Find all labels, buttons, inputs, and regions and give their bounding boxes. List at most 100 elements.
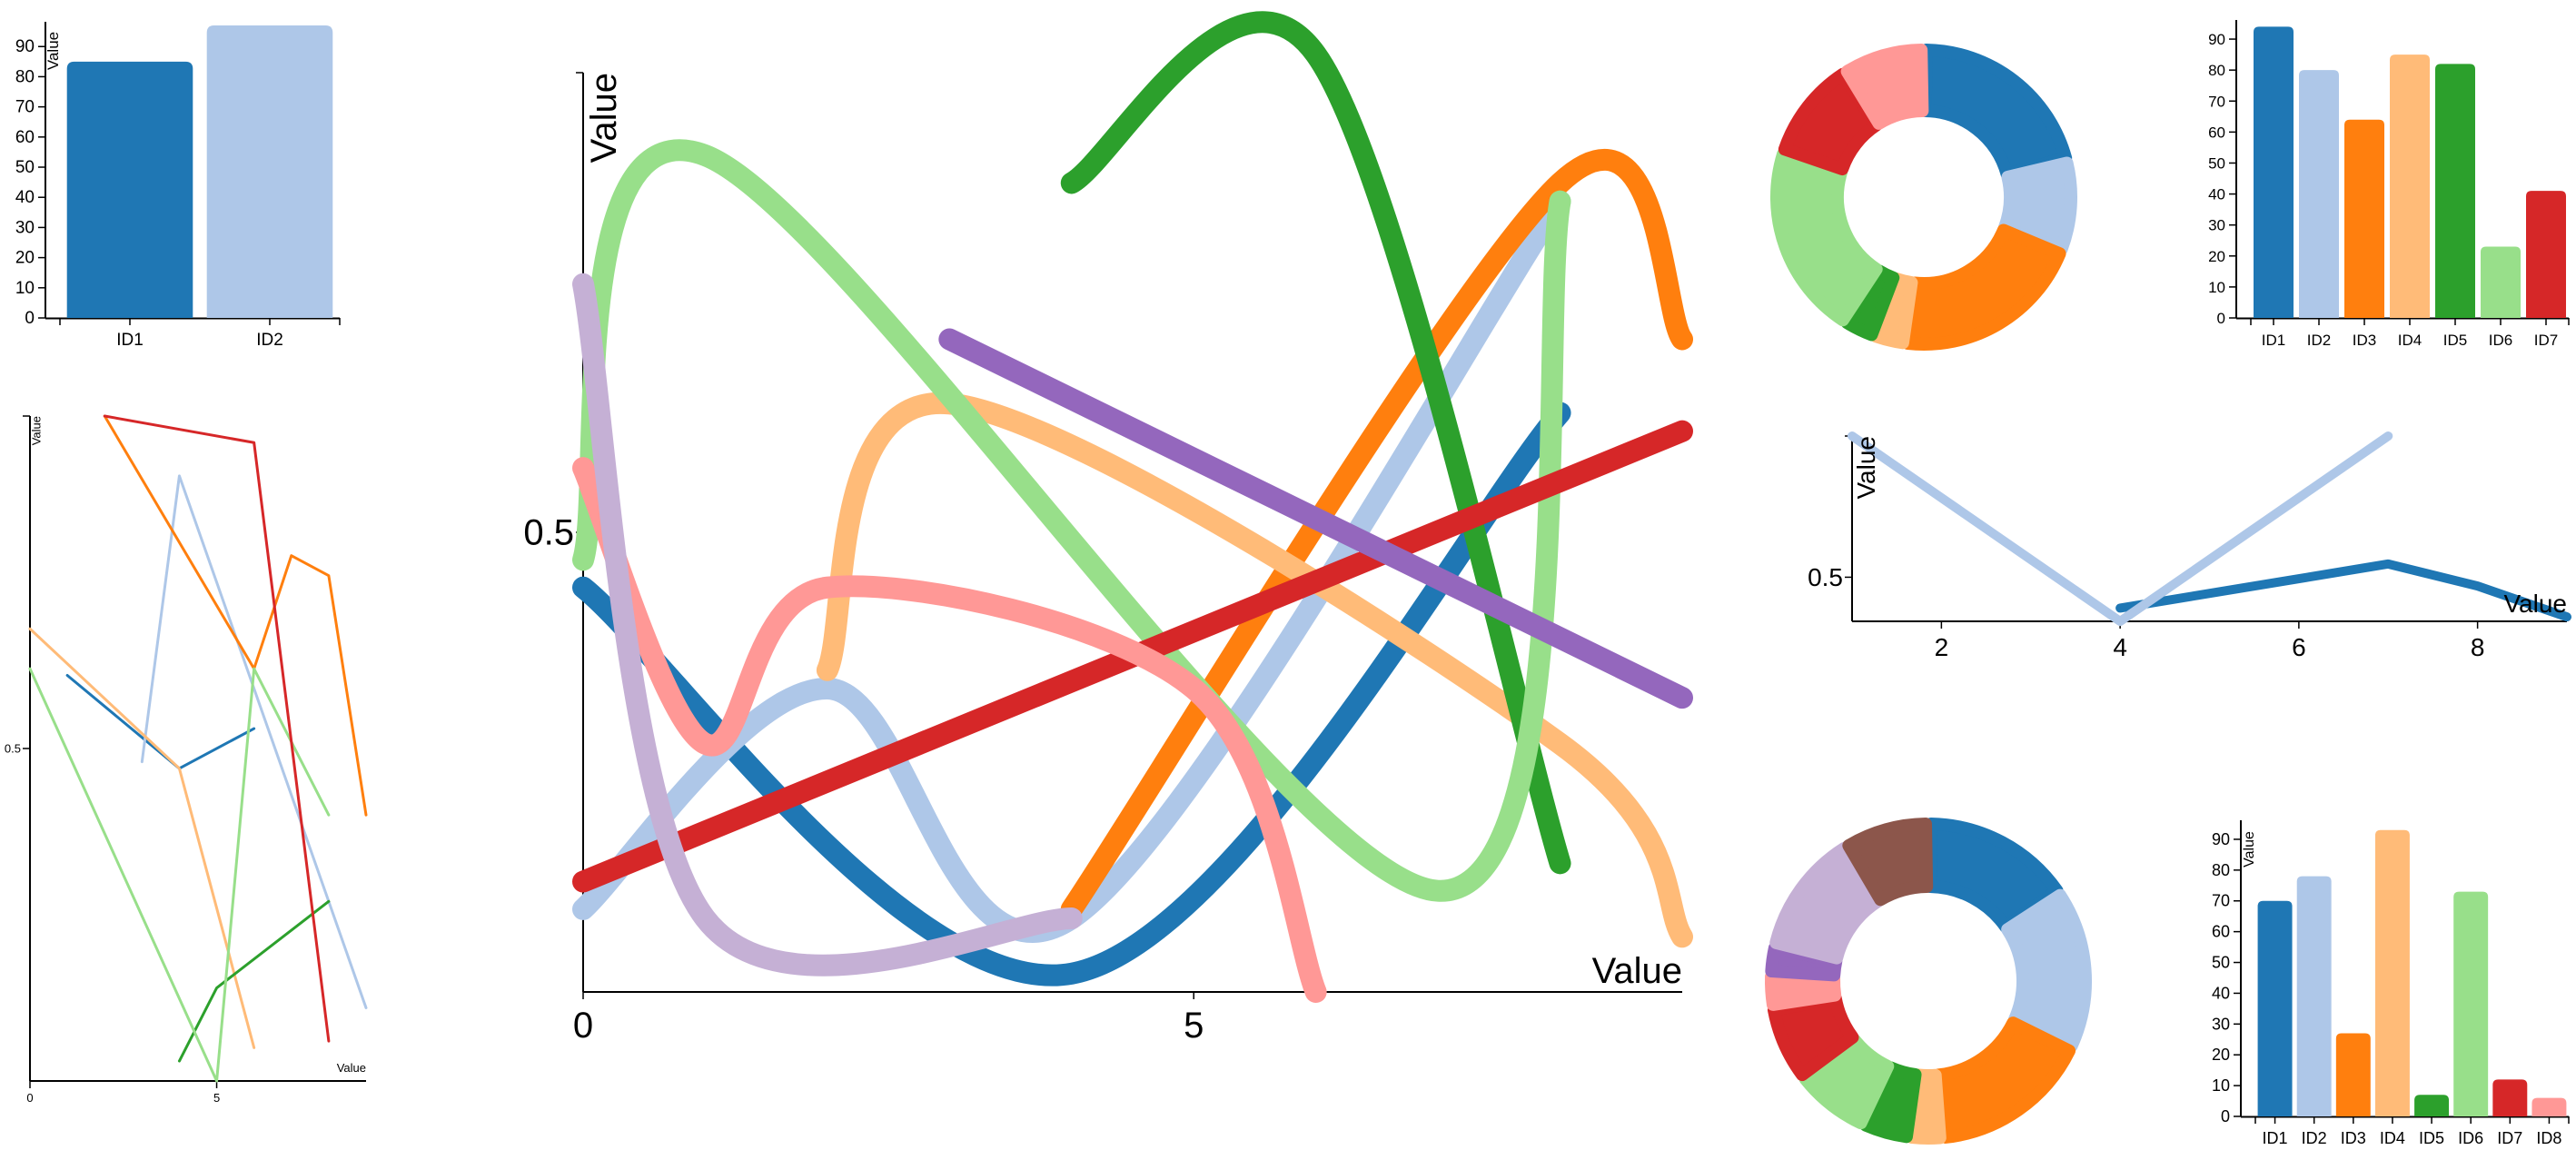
bar-chart-5: 0 10 20 30 40 50 60 70 80 90 ID1 ID2 ID3 ID4 ID5 ID6 ID7 (2208, 20, 2570, 349)
x-tick-label: 4 (2113, 633, 2127, 661)
x-tick-label: 0 (573, 1006, 593, 1046)
bar-ID6 (2453, 891, 2489, 1116)
bar-ID6 (2481, 246, 2521, 318)
y-tick-label: 20 (2208, 248, 2225, 265)
y-tick-label: 10 (2212, 1076, 2230, 1095)
bar-ID3 (2344, 119, 2384, 318)
bar-ID4 (2390, 55, 2430, 319)
y-tick-label: 70 (2212, 892, 2230, 910)
y-tick-label: 40 (2212, 984, 2230, 1002)
x-tick-label-ID5: ID5 (2419, 1129, 2444, 1147)
bar-ID4 (2374, 829, 2410, 1116)
y-tick-label: 10 (2208, 279, 2225, 296)
y-axis-label: Value (45, 32, 62, 70)
y-tick-label: 90 (15, 37, 35, 56)
series-line-8 (572, 457, 1327, 1003)
y-tick-label: 30 (2208, 217, 2225, 234)
series-line-3 (103, 414, 368, 817)
y-tick-label: 0.5 (1808, 563, 1843, 591)
donut-slice-6 (1770, 147, 1883, 327)
y-tick-label: 30 (15, 218, 35, 237)
series-line-3 (1060, 149, 1693, 920)
y-tick-label: 60 (2208, 124, 2225, 141)
x-tick-label: 6 (2292, 633, 2306, 661)
y-tick-label: 90 (2212, 830, 2230, 848)
bar-ID5 (2435, 64, 2475, 318)
bar-ID1 (2254, 26, 2294, 319)
bar-ID7 (2492, 1079, 2528, 1116)
y-tick-label: 80 (2212, 861, 2230, 879)
y-tick-label: 60 (2212, 923, 2230, 941)
y-axis-label: Value (2242, 831, 2257, 868)
x-axis-label: Value (1592, 951, 1682, 991)
y-tick-label: 50 (15, 158, 35, 177)
bar-chart-1: 0 10 20 30 40 50 60 70 80 90 Value ID1 ID2 (15, 22, 341, 350)
series-line-4 (816, 392, 1693, 948)
series-line-10 (572, 273, 1083, 977)
x-tick-label-ID6: ID6 (2458, 1129, 2483, 1147)
x-tick-label-ID1: ID1 (2263, 1129, 2288, 1147)
bar-ID8 (2531, 1097, 2567, 1116)
bar-ID2 (206, 25, 333, 318)
x-tick-label-ID8: ID8 (2536, 1129, 2561, 1147)
y-tick-label: 90 (2208, 31, 2225, 48)
x-tick-label: 5 (1184, 1006, 1204, 1046)
y-tick-label: 40 (15, 188, 35, 207)
y-tick-label: 50 (2208, 154, 2225, 172)
y-tick-label: 80 (2208, 62, 2225, 79)
y-tick-label: 30 (2212, 1015, 2230, 1033)
x-tick-label-ID1: ID1 (116, 331, 144, 350)
donut-chart-4 (1770, 44, 2077, 351)
y-tick-label: 0 (25, 309, 35, 328)
y-tick-label: 20 (15, 249, 35, 268)
series-line-9 (938, 328, 1693, 709)
y-tick-label: 80 (15, 67, 35, 86)
x-tick-label-ID4: ID4 (2398, 332, 2422, 349)
x-tick-label-ID3: ID3 (2353, 332, 2376, 349)
y-tick-label: 0 (2217, 310, 2225, 327)
x-tick-label-ID1: ID1 (2262, 332, 2285, 349)
series-line-5 (177, 899, 331, 1063)
y-axis-label: Value (30, 416, 44, 445)
bar-ID3 (2335, 1033, 2371, 1116)
donut-slice-8 (1840, 44, 1929, 130)
y-tick-label: 40 (2208, 186, 2225, 203)
bar-ID1 (2257, 900, 2293, 1116)
series-line-6 (28, 667, 331, 1083)
x-tick-label-ID2: ID2 (256, 331, 283, 350)
donut-slice-3 (1901, 223, 2066, 351)
y-tick-label: 20 (2212, 1046, 2230, 1064)
y-axis-label: Value (584, 73, 624, 163)
series-line-5 (1060, 11, 1571, 875)
series-line-7 (103, 414, 331, 1043)
x-tick-label-ID2: ID2 (2307, 332, 2331, 349)
x-tick-label: 2 (1935, 633, 1949, 661)
series-line-2 (140, 474, 368, 1009)
x-axis-label: Value (2503, 590, 2567, 618)
bar-ID5 (2414, 1095, 2450, 1116)
y-tick-label: 60 (15, 128, 35, 147)
bar-ID7 (2526, 191, 2566, 318)
x-tick-label: 5 (213, 1091, 220, 1105)
series-line-1 (2115, 559, 2571, 622)
bar-ID2 (2296, 876, 2332, 1116)
donut-slice-11 (1842, 818, 1934, 907)
x-tick-label-ID6: ID6 (2489, 332, 2512, 349)
y-tick-label: 0.5 (523, 512, 574, 552)
line-chart-6: 2 4 6 8 0.5 Value Value (1808, 431, 2571, 661)
x-axis-label: Value (337, 1061, 366, 1075)
donut-chart-7 (1765, 818, 2092, 1145)
x-tick-label: 8 (2471, 633, 2485, 661)
y-axis-label: Value (1852, 436, 1880, 500)
x-tick-label: 0 (26, 1091, 33, 1105)
bar-ID1 (66, 61, 193, 318)
x-tick-label-ID5: ID5 (2443, 332, 2467, 349)
x-tick-label-ID4: ID4 (2380, 1129, 2405, 1147)
series-line-2 (1848, 431, 2393, 626)
y-tick-label: 10 (15, 279, 35, 298)
donut-slice-1 (1918, 44, 2073, 181)
bar-ID2 (2299, 70, 2339, 318)
line-chart-2: 0 5 0.5 Value Value (5, 414, 368, 1105)
y-tick-label: 70 (15, 98, 35, 117)
x-tick-label-ID7: ID7 (2497, 1129, 2522, 1147)
